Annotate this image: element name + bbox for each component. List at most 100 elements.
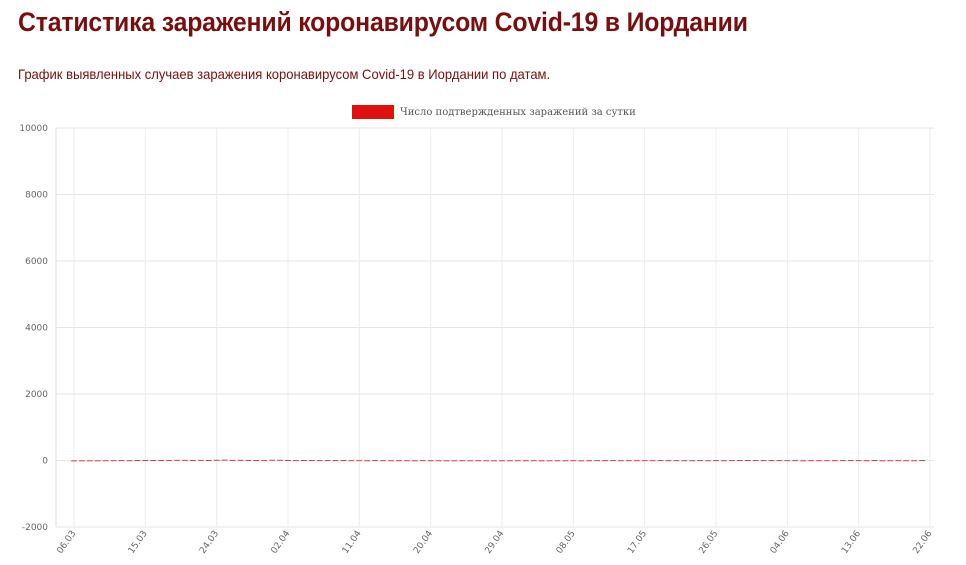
daily-cases-bar (475, 460, 482, 462)
daily-cases-bar (229, 460, 236, 461)
y-tick-label: 8000 (25, 191, 48, 201)
x-tick-label: 08.05 (555, 529, 578, 556)
daily-cases-bar (388, 460, 394, 462)
daily-cases-bar (744, 460, 751, 462)
daily-cases-bar (499, 460, 505, 462)
daily-cases-bar (427, 460, 434, 462)
daily-cases-bar (538, 460, 545, 462)
daily-cases-bar (293, 460, 299, 462)
daily-cases-bar (396, 460, 402, 462)
daily-cases-bar (594, 460, 600, 462)
daily-cases-bar (356, 460, 363, 462)
page-subtitle: График выявленных случаев заражения коро… (18, 66, 551, 82)
legend-swatch (352, 105, 394, 119)
daily-cases-bar (784, 460, 791, 462)
x-tick-label: 11.04 (341, 529, 364, 556)
daily-cases-bar (507, 460, 513, 462)
daily-cases-bar (705, 460, 711, 462)
daily-cases-bar (610, 460, 616, 462)
legend-label: Число подтвержденных заражений за сутки (400, 107, 636, 118)
daily-cases-bar (253, 460, 260, 461)
daily-cases-bar (491, 460, 497, 462)
x-tick-label: 20.04 (412, 529, 435, 556)
daily-cases-bar (324, 460, 331, 462)
daily-cases-bar (602, 460, 608, 462)
x-tick-label: 04.06 (769, 529, 792, 556)
daily-cases-bar (641, 460, 648, 462)
y-tick-label: 4000 (25, 324, 48, 334)
x-tick-label: 29.04 (483, 529, 506, 556)
daily-cases-bar (895, 460, 902, 462)
daily-cases-bar (308, 460, 315, 461)
x-tick-label: 15.03 (127, 529, 150, 556)
daily-cases-bar (800, 460, 807, 462)
daily-cases-bar (697, 460, 703, 462)
daily-cases-bar (887, 460, 894, 462)
daily-cases-bar (87, 460, 93, 462)
daily-cases-bar (713, 460, 719, 462)
daily-cases-bar (316, 460, 323, 462)
daily-cases-bar (380, 460, 386, 462)
daily-cases-bar (443, 460, 450, 462)
daily-cases-bar (554, 460, 561, 462)
daily-cases-bar (689, 460, 696, 462)
daily-cases-bar (459, 460, 466, 462)
daily-cases-bar (197, 459, 204, 461)
daily-cases-bar (237, 459, 244, 461)
daily-cases-bar (205, 460, 212, 461)
daily-cases-bar (863, 460, 870, 462)
page-title: Статистика заражений коронавирусом Covid… (18, 7, 748, 37)
x-tick-label: 24.03 (198, 529, 221, 556)
daily-cases-bar (348, 460, 355, 462)
daily-cases-bar (110, 460, 117, 462)
daily-cases-bar (847, 460, 854, 462)
x-tick-label: 13.06 (840, 529, 863, 556)
daily-cases-bar (435, 460, 442, 462)
daily-cases-bar (816, 460, 822, 462)
daily-cases-bar (911, 460, 917, 462)
daily-cases-bar (839, 460, 846, 462)
daily-cases-bar (871, 460, 878, 461)
daily-cases-bar (824, 460, 830, 462)
daily-cases-bar (729, 460, 735, 462)
daily-cases-bar (649, 460, 656, 462)
daily-cases-bar (150, 460, 157, 461)
daily-cases-bar (618, 460, 624, 462)
daily-cases-bar (736, 460, 743, 462)
daily-cases-bar (855, 460, 862, 462)
daily-cases-bar (190, 460, 196, 462)
daily-cases-bar (158, 460, 165, 461)
daily-cases-bar (625, 460, 632, 462)
daily-cases-bar (340, 460, 347, 462)
daily-cases-bar (166, 460, 172, 461)
daily-cases-bar (261, 460, 268, 462)
daily-cases-bar (102, 460, 109, 462)
daily-cases-bar (562, 460, 569, 462)
x-tick-label: 02.04 (269, 529, 292, 556)
daily-cases-bar (832, 460, 838, 462)
daily-cases-bar (419, 460, 426, 462)
daily-cases-bar (546, 460, 553, 462)
daily-cases-bar (285, 460, 291, 461)
x-tick-label: 06.03 (55, 529, 78, 556)
daily-cases-bar (515, 460, 521, 462)
y-tick-label: 0 (42, 457, 48, 467)
daily-cases-bar (142, 460, 149, 461)
daily-cases-bar (522, 460, 529, 462)
daily-cases-bar (245, 459, 252, 461)
daily-cases-bar (879, 460, 886, 462)
daily-cases-bar (657, 460, 664, 462)
daily-cases-bar (752, 460, 759, 462)
daily-cases-bar (301, 460, 307, 461)
chart-axes: -2000 0 2000 4000 6000 8000 10000 06.03 15.03 24.… (19, 124, 934, 556)
daily-cases-bar (467, 460, 474, 462)
daily-cases-bar (776, 460, 783, 462)
daily-cases-bar (404, 460, 410, 462)
daily-cases-bar (673, 460, 680, 462)
y-tick-label: 10000 (19, 124, 48, 134)
chart-legend: Число подтвержденных заражений за сутки (352, 105, 636, 119)
daily-cases-bar (364, 460, 371, 462)
chart-bars (71, 459, 925, 462)
daily-cases-bar (768, 460, 775, 462)
daily-cases-bar (269, 459, 275, 461)
